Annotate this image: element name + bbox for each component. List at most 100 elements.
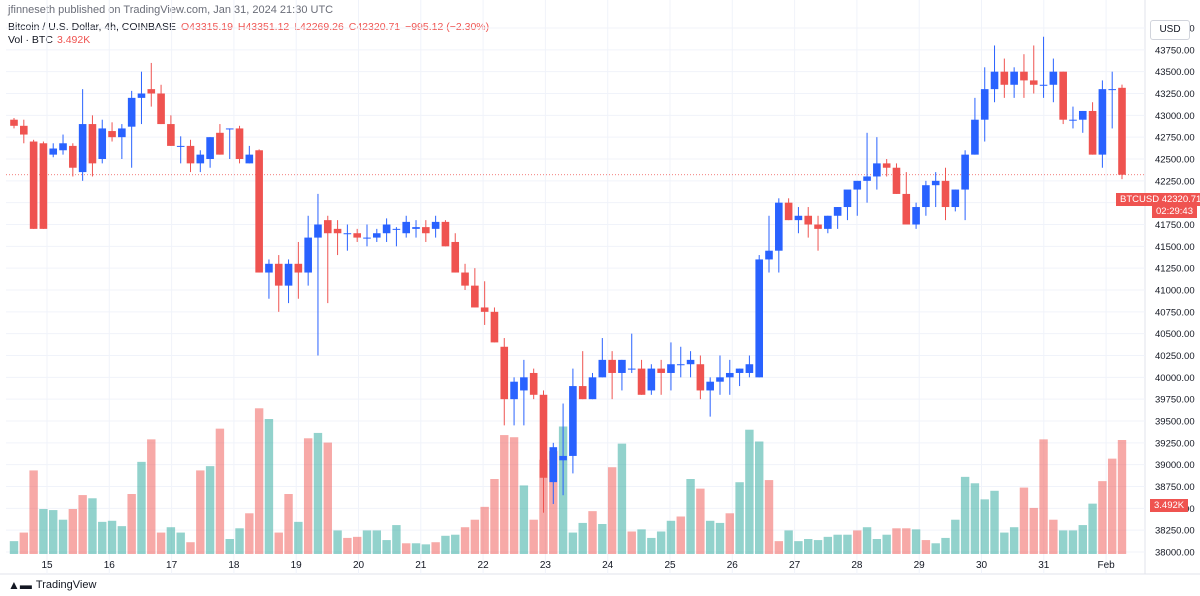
candle-body — [578, 386, 587, 400]
volume-bar — [921, 540, 931, 554]
volume-bar — [107, 520, 117, 554]
volume-bar — [235, 528, 244, 554]
x-tick-label: 20 — [353, 560, 365, 571]
volume-label: Vol · BTC — [8, 34, 53, 46]
volume-bar — [705, 520, 715, 554]
volume-bar — [509, 437, 519, 554]
volume-bar — [1098, 481, 1107, 554]
x-tick-label: 27 — [789, 560, 801, 571]
brand-label: TradingView — [35, 579, 97, 591]
volume-bar — [755, 441, 764, 554]
volume-bar — [607, 467, 617, 554]
candle-body — [833, 207, 842, 216]
candle-body — [892, 167, 901, 194]
volume-bar — [1117, 440, 1127, 554]
y-tick-label: 42250.00 — [1155, 176, 1195, 187]
volume-bar — [862, 527, 872, 554]
symbol-name[interactable]: Bitcoin / U.S. Dollar, 4h, COINBASE — [8, 21, 177, 33]
candle-body — [1108, 89, 1116, 91]
x-tick-label: 23 — [540, 560, 552, 571]
volume-bar — [519, 485, 529, 554]
candle-body — [559, 455, 567, 461]
volume-bar — [784, 530, 793, 554]
volume-bar — [137, 461, 146, 554]
volume-bar — [1058, 530, 1068, 554]
candle-body — [922, 185, 930, 208]
candle-body — [59, 143, 67, 151]
y-tick-label: 41500.00 — [1155, 242, 1195, 253]
candle-body — [314, 224, 322, 238]
volume-bar — [441, 535, 450, 554]
volume-bar — [990, 490, 999, 554]
currency-button[interactable]: USD — [1150, 20, 1190, 40]
y-tick-label: 38000.00 — [1155, 548, 1195, 559]
candle-body — [147, 89, 156, 94]
candle-body — [745, 364, 754, 373]
open-value: O43315.19 — [180, 21, 233, 33]
candle-body — [176, 145, 185, 147]
y-tick-label: 42500.00 — [1155, 155, 1195, 166]
candle-body — [706, 381, 714, 391]
y-tick-label: 39250.00 — [1155, 438, 1195, 449]
volume-bar — [1009, 527, 1019, 554]
candle-body — [824, 215, 832, 229]
candle-body — [569, 386, 577, 456]
y-tick-label: 39000.00 — [1155, 460, 1195, 471]
candle-body — [510, 381, 518, 400]
volume-bar — [588, 511, 597, 554]
candle-body — [88, 124, 97, 164]
candle-body — [1049, 71, 1058, 85]
candle-body — [431, 221, 440, 229]
candle-body — [274, 263, 283, 286]
volume-bar — [951, 519, 960, 554]
tradingview-logo[interactable]: ▲▬ TradingView — [8, 578, 96, 592]
candle-body — [118, 128, 126, 138]
candle-body — [69, 145, 77, 168]
y-tick-label: 40250.00 — [1155, 351, 1195, 362]
volume-bar — [343, 537, 352, 554]
volume-legend: Vol · BTC 3.492K — [8, 34, 90, 46]
publisher-line: jfinneseth published on TradingView.com,… — [8, 4, 334, 16]
volume-bar — [333, 530, 342, 554]
y-tick-label: 38250.00 — [1155, 526, 1195, 537]
y-tick-label: 40000.00 — [1155, 373, 1195, 384]
volume-value: 3.492K — [56, 34, 91, 46]
volume-bar — [254, 408, 264, 554]
candle-body — [480, 307, 489, 312]
candle-body — [1088, 110, 1097, 155]
candle-body — [794, 215, 803, 221]
candle-body — [422, 227, 430, 234]
y-tick-label: 40500.00 — [1155, 329, 1195, 340]
candle-body — [549, 447, 558, 483]
candle-body — [882, 163, 891, 168]
x-tick-label: Feb — [1097, 560, 1115, 571]
change-value: −995.12 (−2.30%) — [405, 21, 490, 33]
candle-body — [775, 202, 783, 251]
candle-body — [1118, 87, 1126, 175]
candle-body — [500, 346, 509, 400]
candle-body — [186, 145, 195, 164]
volume-bar — [1068, 530, 1078, 554]
candle-body — [1078, 110, 1087, 120]
volume-bar — [637, 529, 646, 554]
candle-body — [412, 227, 420, 229]
volume-bar — [813, 540, 823, 554]
volume-bar — [1049, 519, 1058, 554]
candle-body — [402, 221, 411, 234]
volume-bar — [98, 521, 107, 554]
volume-bar — [352, 536, 362, 554]
volume-bar — [529, 519, 538, 554]
price-badge-price: 42320.71 — [1161, 194, 1200, 205]
candle-body — [912, 207, 920, 225]
candle-body — [137, 93, 146, 98]
candle-body — [20, 125, 28, 135]
candle-body — [461, 272, 469, 286]
volume-bar — [725, 513, 734, 554]
y-tick-label: 43500.00 — [1155, 67, 1195, 78]
candle-body — [10, 119, 18, 126]
candle-body — [961, 154, 969, 190]
x-tick-label: 18 — [228, 560, 240, 571]
volume-bar — [460, 527, 470, 554]
candle-body — [637, 368, 646, 395]
